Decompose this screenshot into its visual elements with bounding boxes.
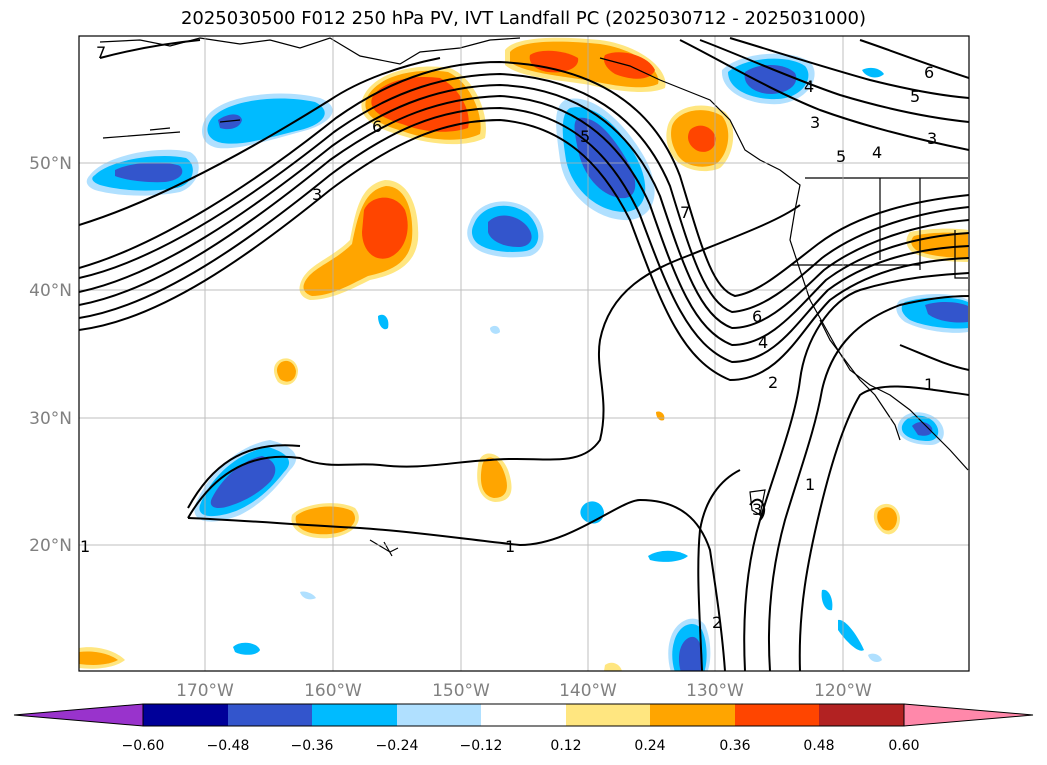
lon-label-130w: 130°W [686, 681, 744, 701]
contour-label: 2 [712, 613, 722, 632]
contour-label: 7 [680, 203, 690, 222]
colorbar-tick-label: 0.12 [550, 738, 581, 754]
colorbar-tick-label: −0.36 [291, 738, 334, 754]
colorbar-tick-label: −0.12 [460, 738, 503, 754]
contour-label: 5 [580, 127, 590, 146]
contour-label: 1 [505, 537, 515, 556]
lat-label-40n: 40°N [29, 281, 72, 301]
contour-label: 3 [312, 185, 322, 204]
colorbar-bin [566, 704, 650, 726]
lat-axis-labels: 50°N 40°N 30°N 20°N [29, 154, 72, 556]
lon-label-170w: 170°W [176, 681, 234, 701]
chart-title: 2025030500 F012 250 hPa PV, IVT Landfall… [180, 8, 867, 29]
colorbar-tick-label: −0.48 [207, 738, 250, 754]
colorbar-bin [312, 704, 397, 726]
contour-label: 1 [80, 537, 90, 556]
lon-label-140w: 140°W [559, 681, 617, 701]
colorbar-extend-high [903, 703, 1034, 727]
contour-label: 4 [872, 143, 882, 162]
colorbar-bin [143, 704, 228, 726]
contour-label: 3 [810, 113, 820, 132]
colorbar-tick-label: 0.24 [634, 738, 665, 754]
contour-label: 4 [758, 333, 768, 352]
pv-negative-anomalies [86, 53, 968, 671]
contour-label: 1 [924, 375, 934, 394]
contour-labels: 7 6 3 5 7 6 4 2 1 3 1 2 1 4 3 5 4 3 6 5 … [80, 43, 937, 632]
colorbar-tick-label: 0.36 [719, 738, 750, 754]
colorbar-tick-label: 0.60 [888, 738, 919, 754]
lon-axis-labels: 170°W 160°W 150°W 140°W 130°W 120°W [176, 681, 872, 701]
map-panel: 7 6 3 5 7 6 4 2 1 3 1 2 1 4 3 5 4 3 6 5 … [78, 35, 970, 672]
contour-label: 6 [752, 307, 762, 326]
lon-label-120w: 120°W [814, 681, 872, 701]
contour-label: 7 [96, 43, 106, 62]
colorbar-tick-label: 0.48 [803, 738, 834, 754]
contour-label: 6 [924, 63, 934, 82]
lat-label-20n: 20°N [29, 536, 72, 556]
lat-label-50n: 50°N [29, 154, 72, 174]
contour-label: 4 [804, 77, 814, 96]
contour-label: 1 [805, 475, 815, 494]
colorbar-extend-low [13, 703, 144, 727]
contour-label: 3 [927, 129, 937, 148]
colorbar: −0.60 −0.48 −0.36 −0.24 −0.12 0.12 0.24 … [13, 703, 1034, 754]
colorbar-bin [397, 704, 481, 726]
contour-label: 2 [768, 373, 778, 392]
colorbar-bin [735, 704, 819, 726]
colorbar-tick-label: −0.60 [122, 738, 165, 754]
coastlines [99, 37, 969, 557]
colorbar-tick-label: −0.24 [376, 738, 419, 754]
contour-label: 5 [910, 87, 920, 106]
contour-label: 3 [752, 500, 762, 519]
colorbar-frame [142, 703, 905, 727]
contour-label: 5 [836, 147, 846, 166]
colorbar-ticks: −0.60 −0.48 −0.36 −0.24 −0.12 0.12 0.24 … [122, 738, 920, 754]
colorbar-bin [650, 704, 735, 726]
contour-label: 6 [372, 117, 382, 136]
colorbar-bin [819, 704, 904, 726]
lon-label-160w: 160°W [304, 681, 362, 701]
map-frame [78, 35, 970, 672]
ivt-contours [79, 37, 969, 671]
colorbar-bin [228, 704, 312, 726]
lon-label-150w: 150°W [432, 681, 490, 701]
lat-label-30n: 30°N [29, 409, 72, 429]
colorbar-bin [481, 704, 566, 726]
